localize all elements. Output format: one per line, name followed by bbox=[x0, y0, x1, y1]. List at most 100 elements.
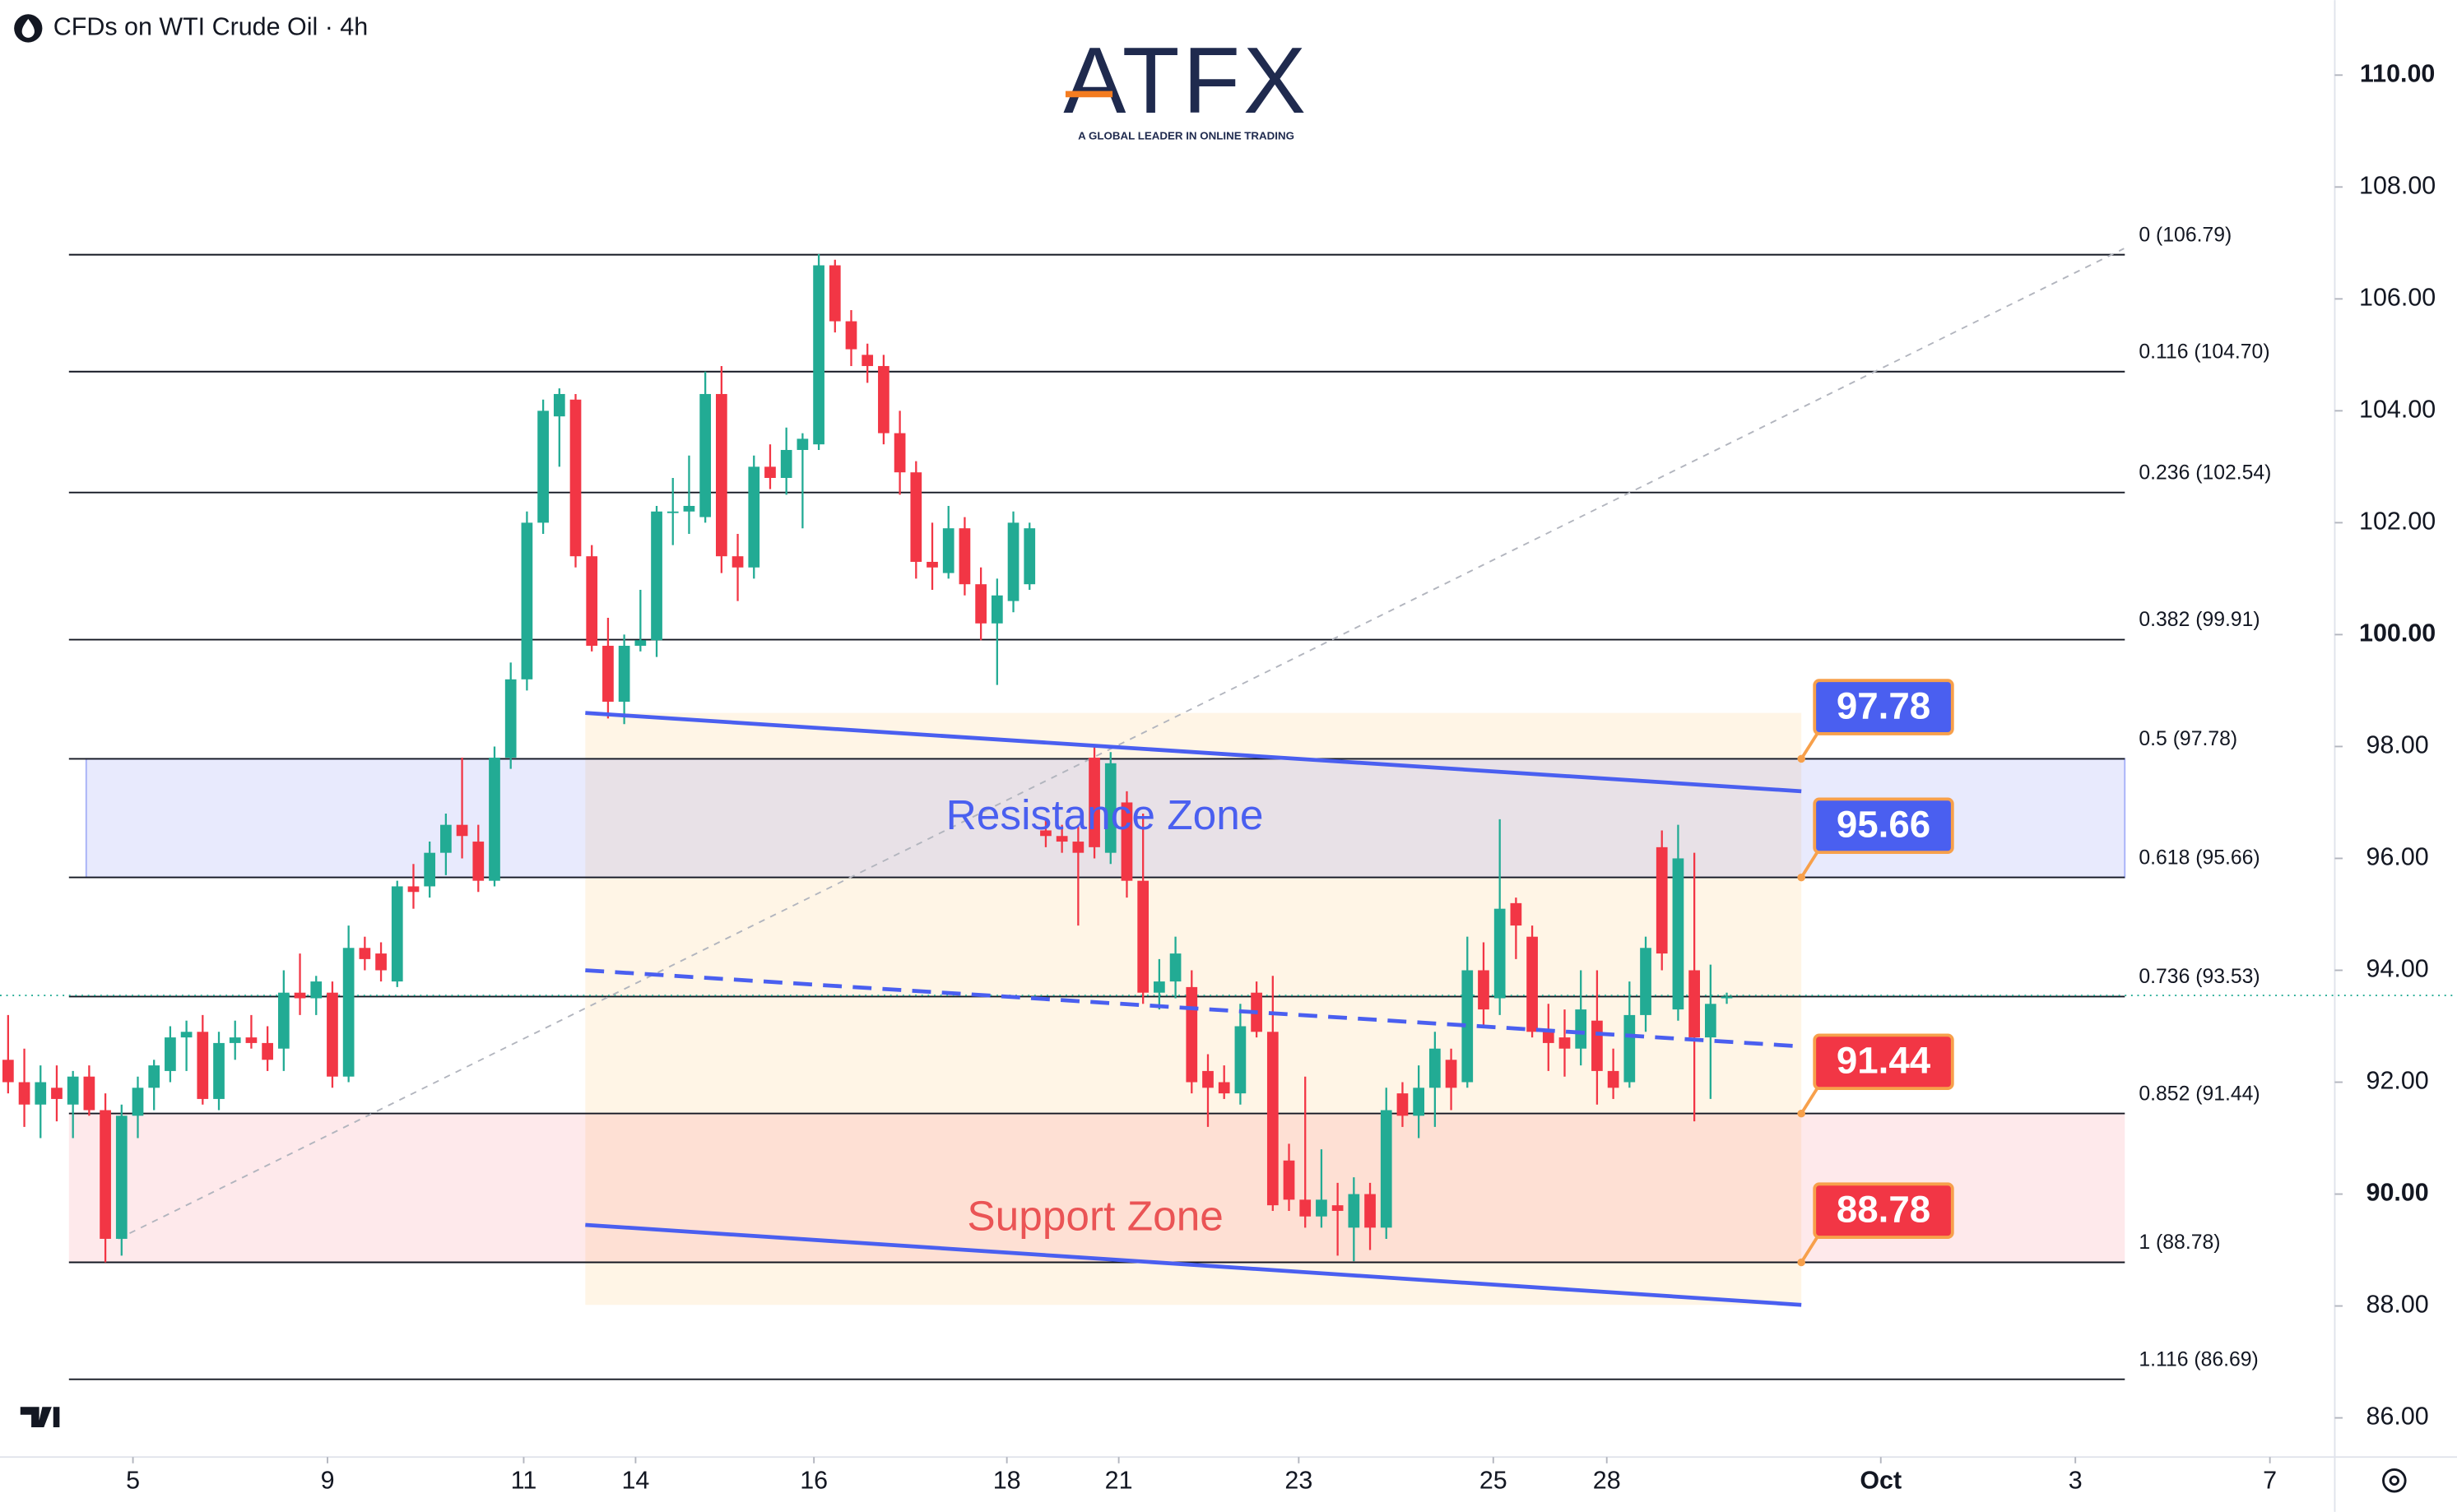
fib-label: 0.382 (99.91) bbox=[2139, 609, 2260, 631]
x-tick-label: 21 bbox=[1105, 1467, 1133, 1495]
annotations-layer: Resistance Zone Support Zone 0 (106.79) 0.1… bbox=[585, 224, 2271, 1371]
candle-body bbox=[115, 1115, 128, 1239]
fib-label: 0.736 (93.53) bbox=[2139, 966, 2260, 988]
candle-body bbox=[1299, 1199, 1312, 1217]
candle-body bbox=[359, 948, 371, 959]
candle-body bbox=[1542, 1032, 1554, 1043]
y-tick-label: 102.00 bbox=[2359, 507, 2436, 535]
candle-body bbox=[1623, 1014, 1636, 1083]
y-tick-label: 92.00 bbox=[2366, 1067, 2429, 1095]
price-tag-box bbox=[1813, 679, 1954, 735]
candle-body bbox=[391, 886, 403, 982]
y-tick-label: 94.00 bbox=[2366, 955, 2429, 983]
price-tag-label: 88.78 bbox=[1837, 1189, 1930, 1231]
zone-label: Resistance Zone bbox=[946, 791, 1264, 838]
price-tag-box bbox=[1813, 797, 1954, 855]
candle-body bbox=[813, 265, 824, 445]
candle-body bbox=[1040, 830, 1052, 837]
chart-title: CFDs on WTI Crude Oil · 4h bbox=[53, 12, 368, 40]
candle-body bbox=[375, 953, 387, 971]
candle-body bbox=[1137, 880, 1150, 993]
candle-body bbox=[942, 528, 954, 573]
candle-body bbox=[602, 646, 614, 703]
candle-body bbox=[1380, 1110, 1392, 1228]
candle-body bbox=[132, 1088, 144, 1116]
candle-body bbox=[1218, 1082, 1230, 1094]
settings-icon-center[interactable] bbox=[2389, 1475, 2400, 1486]
fib-label: 0.236 (102.54) bbox=[2139, 461, 2271, 484]
y-tick-label: 104.00 bbox=[2359, 395, 2436, 423]
settings-icon[interactable] bbox=[2382, 1468, 2407, 1493]
candle-body bbox=[1607, 1070, 1619, 1088]
price-tag-box bbox=[1813, 1182, 1954, 1239]
y-tick-label: 88.00 bbox=[2366, 1291, 2429, 1319]
candle-body bbox=[180, 1032, 193, 1038]
candle-body bbox=[569, 399, 582, 557]
candle-body bbox=[456, 824, 468, 837]
candle-body bbox=[1348, 1194, 1360, 1228]
candle-body bbox=[845, 321, 857, 350]
candle-body bbox=[213, 1042, 225, 1099]
y-tick-label: 100.00 bbox=[2359, 619, 2436, 647]
candle-body bbox=[1202, 1070, 1214, 1088]
candle-body bbox=[1396, 1093, 1409, 1116]
zone-label: Support Zone bbox=[967, 1192, 1224, 1240]
channel-lower bbox=[585, 1222, 1802, 1307]
candle-body bbox=[1186, 986, 1198, 1083]
candle-body bbox=[780, 449, 792, 478]
candle-body bbox=[1445, 1060, 1457, 1088]
candle-body bbox=[197, 1032, 209, 1099]
candle-body bbox=[927, 561, 938, 568]
candle-body bbox=[651, 511, 662, 641]
candle-body bbox=[489, 758, 500, 881]
candle-body bbox=[1283, 1160, 1295, 1200]
candle-body bbox=[991, 595, 1003, 624]
y-tick-label: 98.00 bbox=[2366, 730, 2429, 758]
candle-body bbox=[1121, 802, 1133, 881]
x-tick-label: 28 bbox=[1593, 1467, 1621, 1495]
candle-body bbox=[504, 679, 517, 758]
candle-body bbox=[1331, 1205, 1344, 1211]
candle-body bbox=[715, 393, 727, 557]
y-tick-label: 90.00 bbox=[2366, 1179, 2429, 1207]
candle-body bbox=[1656, 846, 1668, 954]
candle-body bbox=[1672, 858, 1684, 1010]
candle-body bbox=[894, 433, 906, 473]
candle-body bbox=[1104, 763, 1117, 853]
price-tag-anchor bbox=[1797, 1109, 1805, 1118]
candle-body bbox=[618, 646, 630, 703]
candle-body bbox=[1024, 528, 1036, 585]
candle-body bbox=[472, 842, 485, 881]
channel-middle bbox=[585, 968, 1802, 1049]
x-tick-label: 18 bbox=[993, 1467, 1021, 1495]
candle-body bbox=[327, 992, 338, 1077]
price-tag-anchor bbox=[1797, 754, 1805, 763]
candle-body bbox=[1575, 1009, 1587, 1049]
candle-body bbox=[699, 393, 712, 517]
price-tag-label: 97.78 bbox=[1837, 685, 1930, 727]
candle-body bbox=[1007, 522, 1019, 601]
price-tag-anchor bbox=[1797, 873, 1805, 882]
candle-body bbox=[1478, 970, 1489, 1010]
candle-body bbox=[245, 1037, 258, 1043]
x-tick-label: 3 bbox=[2069, 1467, 2083, 1495]
price-tag-label: 91.44 bbox=[1837, 1040, 1931, 1082]
candle-body bbox=[83, 1076, 95, 1111]
candle-body bbox=[1056, 836, 1068, 842]
candle-body bbox=[1721, 996, 1733, 999]
candle-body bbox=[1526, 936, 1538, 1032]
channel-upper bbox=[585, 711, 1802, 794]
x-tick-label: Oct bbox=[1860, 1467, 1902, 1495]
candle-body bbox=[277, 992, 290, 1049]
candle-body bbox=[1591, 1020, 1603, 1071]
candle-body bbox=[975, 584, 987, 624]
candle-body bbox=[1089, 758, 1100, 847]
y-tick-label: 108.00 bbox=[2359, 171, 2436, 199]
candle-body bbox=[51, 1088, 63, 1099]
candle-body bbox=[1461, 970, 1474, 1083]
candle-body bbox=[1493, 908, 1506, 999]
price-tag-label: 95.66 bbox=[1837, 804, 1930, 846]
candle-body bbox=[1429, 1048, 1441, 1088]
y-tick-label: 96.00 bbox=[2366, 843, 2429, 871]
